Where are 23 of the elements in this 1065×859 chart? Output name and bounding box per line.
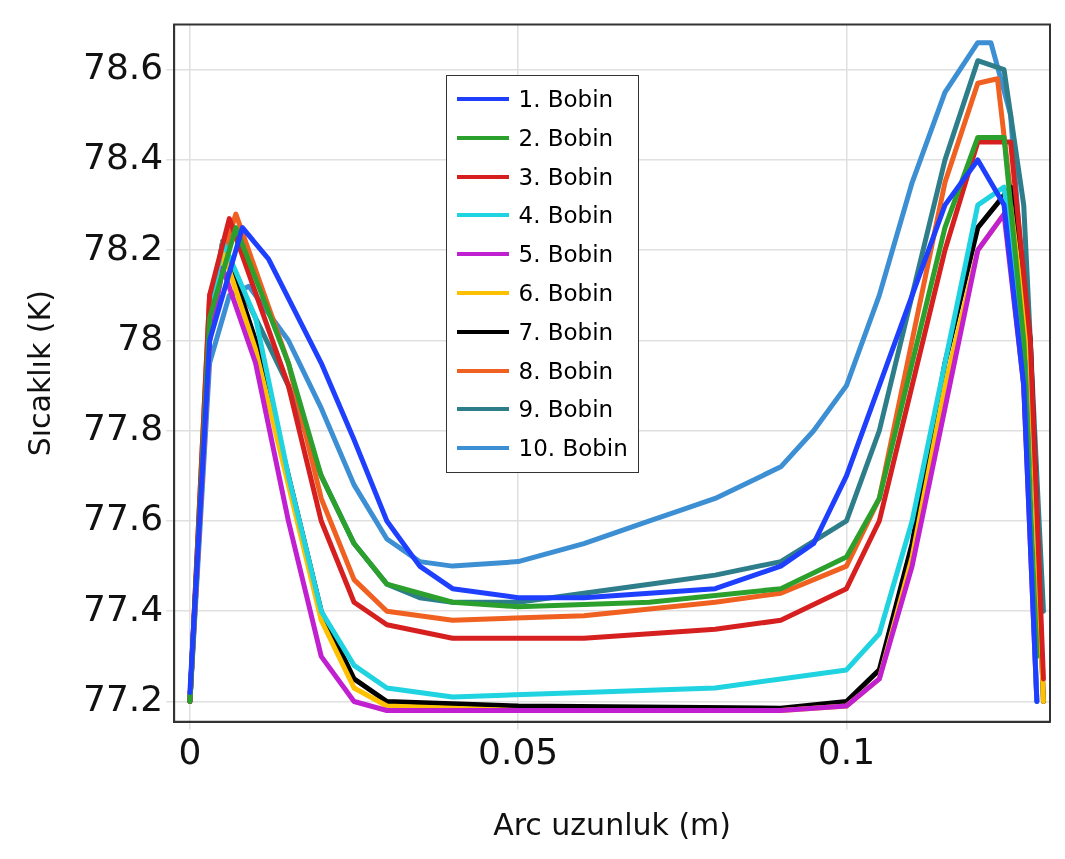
y-tick-label: 78 xyxy=(117,316,164,358)
legend-label: 9. Bobin xyxy=(518,396,614,423)
y-tick-label: 78.2 xyxy=(83,226,164,268)
x-axis-title: Arc uzunluk (m) xyxy=(493,806,732,842)
x-tick-label: 0 xyxy=(178,730,202,772)
y-tick-label: 77.2 xyxy=(83,677,164,719)
x-tick-label: 0.05 xyxy=(478,730,559,772)
y-tick-label: 77.8 xyxy=(83,407,164,449)
legend-label: 2. Bobin xyxy=(518,124,614,151)
legend-label: 1. Bobin xyxy=(518,85,614,112)
y-tick-label: 78.6 xyxy=(83,46,164,88)
legend-label: 7. Bobin xyxy=(518,318,614,345)
legend-label: 5. Bobin xyxy=(518,241,614,268)
legend-label: 6. Bobin xyxy=(518,279,614,306)
y-tick-label: 78.4 xyxy=(83,136,164,178)
y-tick-label: 77.6 xyxy=(83,497,164,539)
legend-label: 8. Bobin xyxy=(518,357,614,384)
legend-label: 3. Bobin xyxy=(518,163,614,190)
legend-label: 4. Bobin xyxy=(518,202,614,229)
x-tick-label: 0.1 xyxy=(817,730,876,772)
y-axis-title: Sıcaklık (K) xyxy=(21,290,57,457)
y-tick-label: 77.4 xyxy=(83,587,164,629)
legend-label: 10. Bobin xyxy=(518,435,628,462)
